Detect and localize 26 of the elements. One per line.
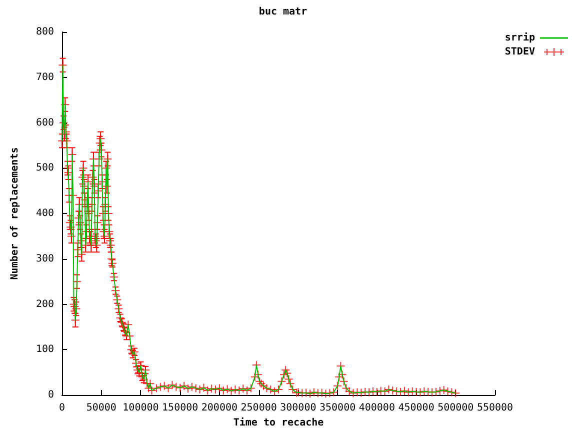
x-tick-label: 150000 <box>162 402 198 414</box>
x-tick-label: 500000 <box>438 402 474 414</box>
y-tick-label: 300 <box>36 253 54 264</box>
y-axis-title: Number of replacements <box>10 147 20 280</box>
x-tick-label: 550000 <box>476 402 514 414</box>
x-tick-label: 400000 <box>358 402 395 414</box>
x-axis-title: Time to recache <box>233 416 324 428</box>
x-tick-label: 450000 <box>398 402 434 414</box>
x-tick-label: 0 <box>58 402 66 414</box>
y-tick-label: 800 <box>36 26 54 38</box>
x-tick-label: 250000 <box>240 402 277 414</box>
y-tick-label: 400 <box>36 208 54 219</box>
x-tick-label: 300000 <box>280 402 316 414</box>
y-tick-label: 100 <box>36 344 54 356</box>
chart-title: buc matr <box>258 6 308 18</box>
x-tick-label: 100000 <box>122 402 159 414</box>
y-tick-label: 600 <box>36 117 54 128</box>
x-tick-label: 200000 <box>201 402 238 414</box>
x-tick-label: 50000 <box>86 402 116 414</box>
y-tick-label: 700 <box>36 72 54 83</box>
legend-label: srrip <box>504 32 535 44</box>
y-tick-label: 0 <box>48 390 54 400</box>
y-tick-label: 500 <box>36 162 54 174</box>
y-tick-label: 200 <box>36 298 54 310</box>
x-tick-label: 350000 <box>319 402 356 414</box>
legend-label: STDEV <box>504 46 535 58</box>
